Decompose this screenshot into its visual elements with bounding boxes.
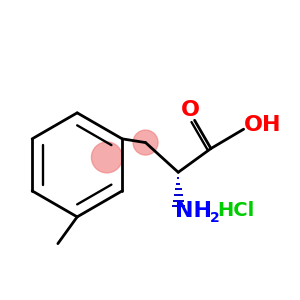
Text: O: O [181,100,200,120]
Text: 2: 2 [209,212,219,225]
Circle shape [92,142,122,173]
Text: OH: OH [244,115,281,135]
Text: NH: NH [175,201,212,221]
Text: HCl: HCl [217,201,254,220]
Circle shape [133,130,158,155]
